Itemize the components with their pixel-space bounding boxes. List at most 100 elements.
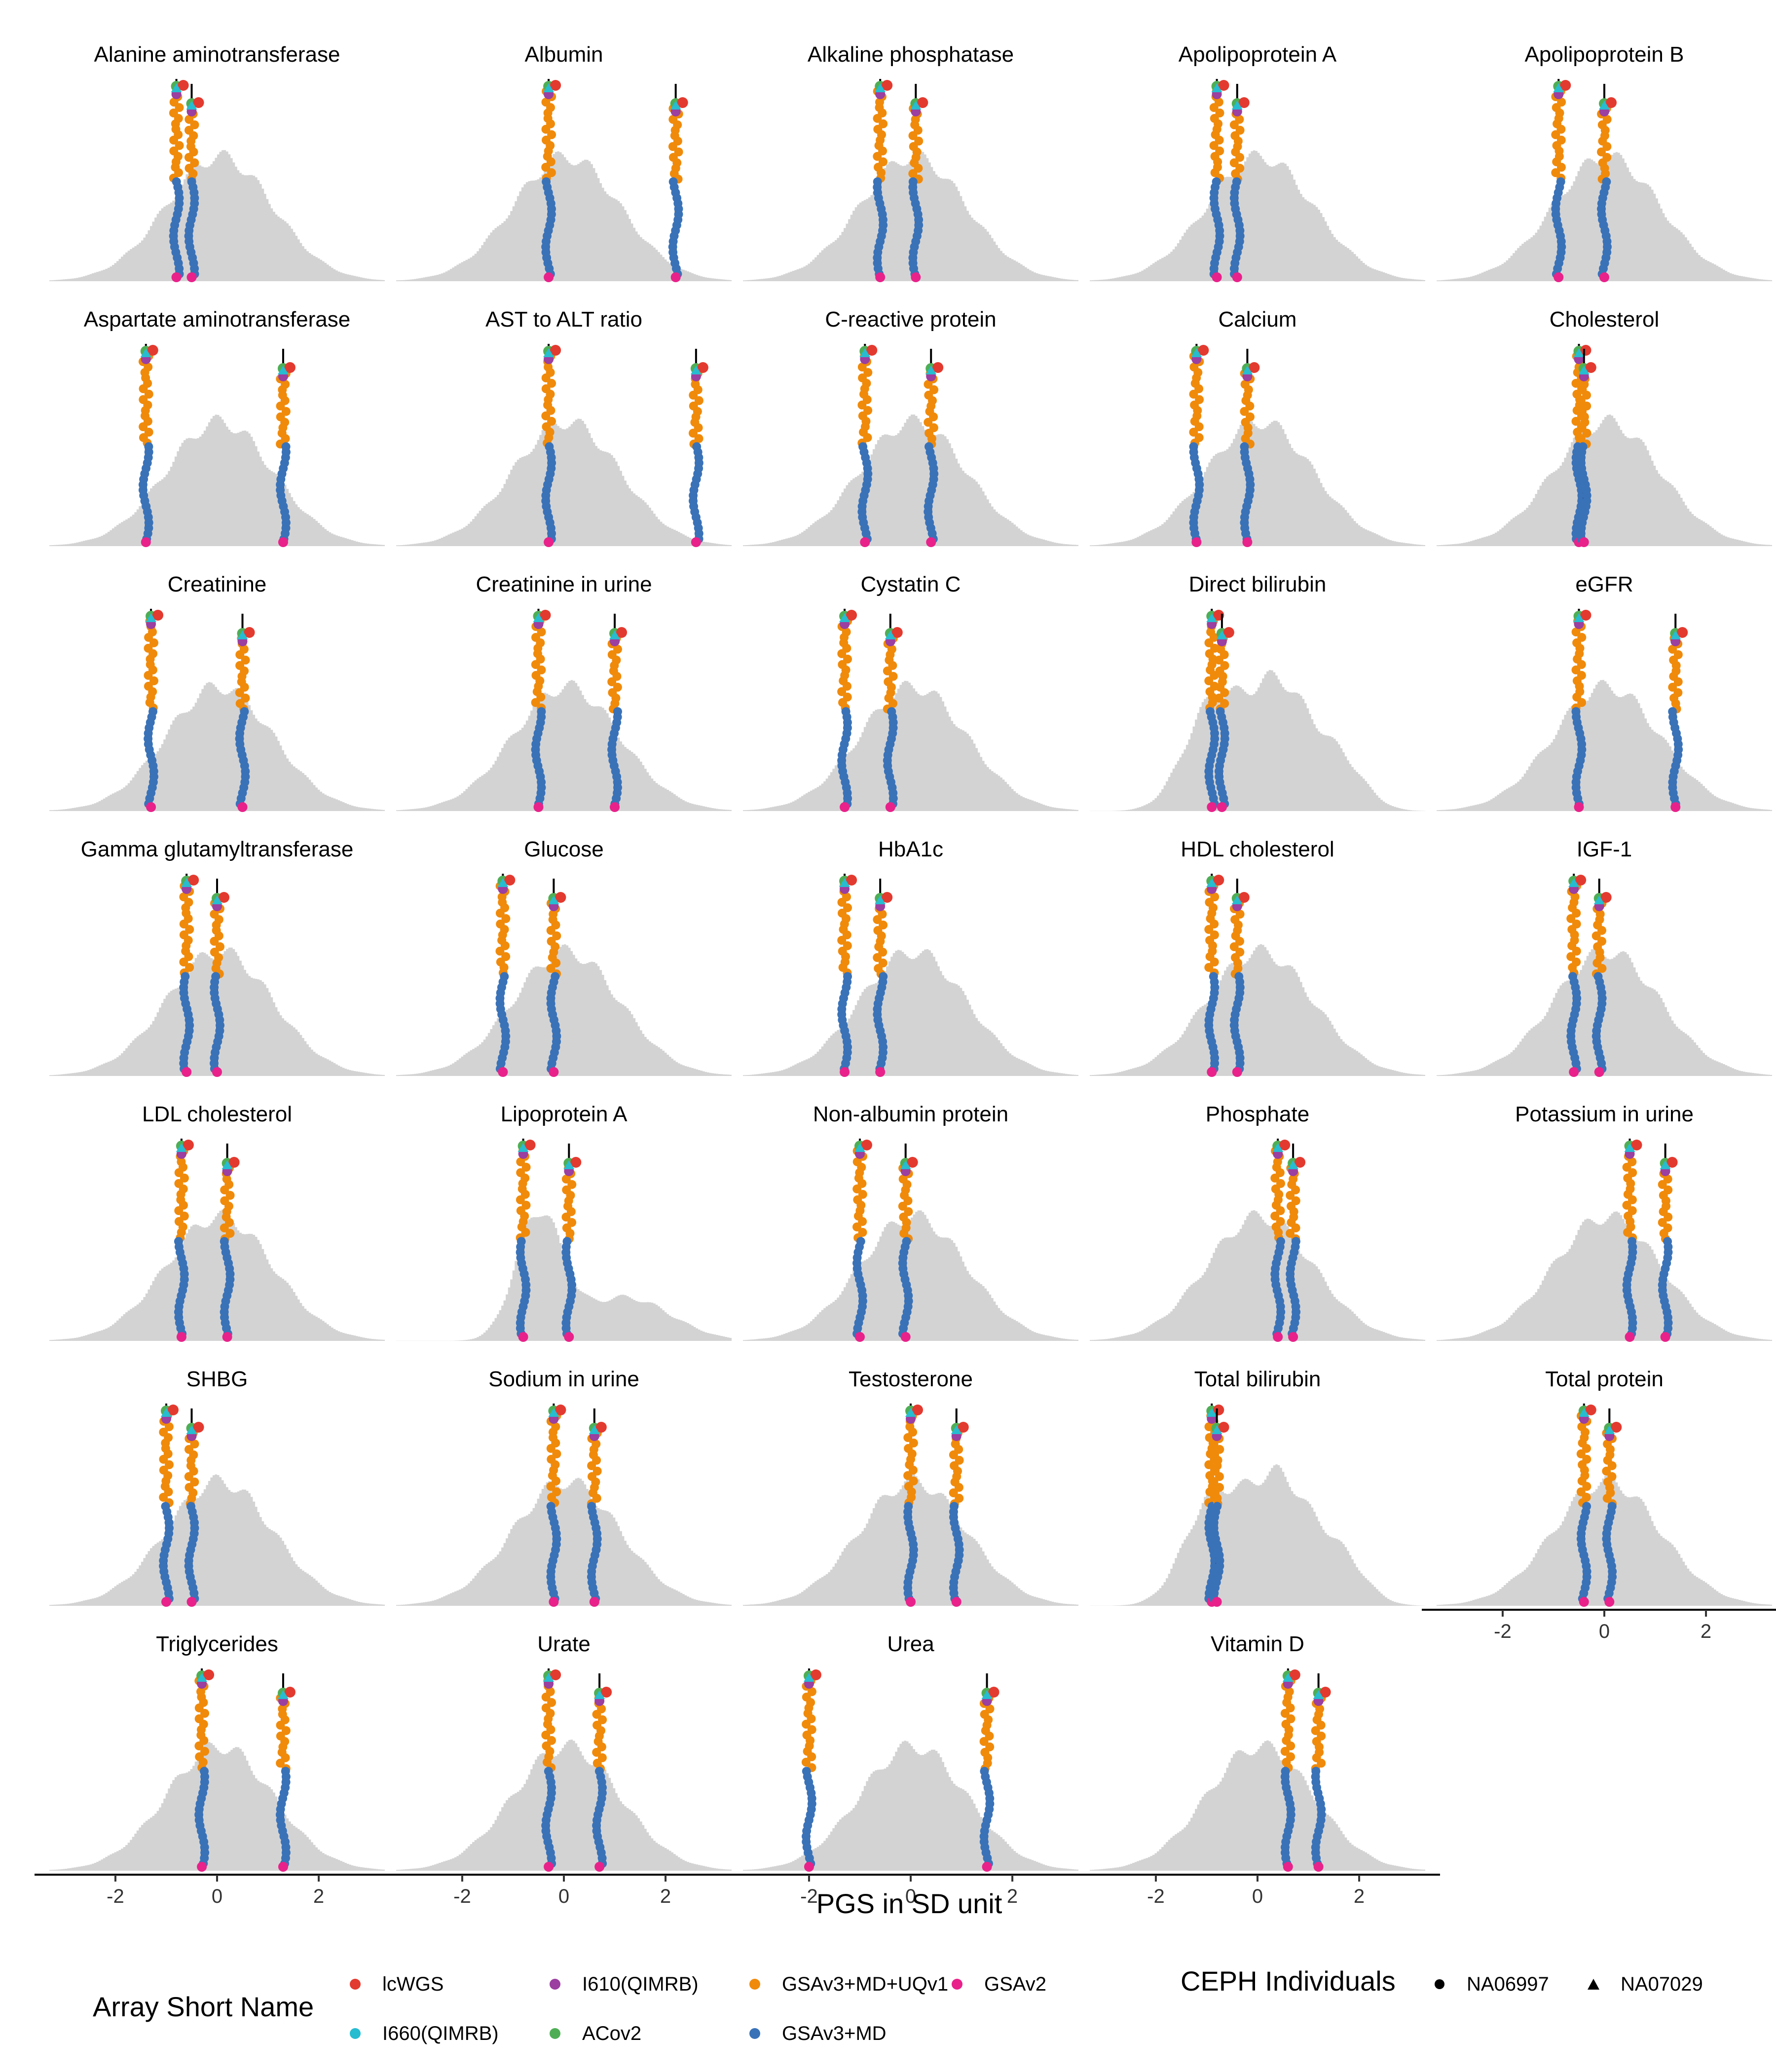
point-gsav3-md-uqv1 [837, 936, 847, 945]
point-lcwgs [677, 97, 688, 108]
point-i660 [518, 1143, 529, 1152]
point-gsav3-md-uqv1 [1204, 638, 1214, 647]
point-gsav3-md-uqv1 [144, 390, 153, 399]
panel-24: Potassium in urine [1437, 1102, 1772, 1342]
point-gsav2 [1594, 1067, 1604, 1077]
histogram [743, 681, 1078, 811]
panel-25: SHBG [49, 1367, 385, 1607]
point-gsav3-md-uqv1 [1209, 141, 1219, 150]
point-i660 [875, 83, 886, 92]
point-gsav3-md-uqv1 [1235, 153, 1245, 162]
point-gsav2 [1670, 802, 1681, 812]
x-tick-label: 2 [660, 1886, 671, 1907]
point-gsav3-md-uqv1 [516, 1157, 525, 1166]
point-gsav3-md-uqv1 [1215, 656, 1223, 665]
point-gsav2 [1212, 1597, 1222, 1607]
point-gsav2 [804, 1862, 814, 1872]
point-gsav3-md-uqv1 [929, 385, 939, 394]
panel-title: Urea [887, 1632, 934, 1656]
panel-1: Albumin [396, 42, 732, 282]
panel-title: Creatinine [168, 572, 267, 596]
panel-32: Urea -2 0 2 [728, 1632, 1093, 1907]
array-legend-item: GSAv3+MD [749, 2023, 887, 2044]
x-tick-label: 2 [1701, 1621, 1711, 1642]
point-i660 [1553, 83, 1564, 92]
point-gsav2 [1599, 272, 1609, 282]
histogram [1437, 414, 1772, 546]
point-gsav3-md-uqv1 [1270, 1174, 1280, 1183]
x-tick-label: 0 [212, 1886, 222, 1907]
point-gsav2 [911, 272, 921, 282]
point-gsav3-md-uqv1 [1572, 947, 1581, 956]
point-lcwgs [1295, 1157, 1306, 1168]
panel-title: Phosphate [1206, 1102, 1309, 1126]
point-i660 [1282, 1673, 1294, 1682]
point-i660 [670, 101, 681, 110]
point-gsav3-md-uqv1 [1189, 390, 1198, 399]
point-gsav3-md-uqv1 [929, 412, 938, 421]
x-tick-label: 0 [1599, 1621, 1610, 1642]
point-gsav3-md-uqv1 [1210, 892, 1220, 901]
point-gsav3-md-uqv1 [1591, 931, 1601, 940]
panel-title: Cholesterol [1550, 307, 1660, 332]
point-gsav3-md-uqv1 [235, 650, 245, 659]
histogram [396, 1215, 732, 1341]
histogram [396, 680, 732, 811]
legend-swatch [350, 1979, 361, 1990]
shape-legend-item: NA07029 [1588, 1973, 1703, 1995]
x-axis-title: PGS in SD unit [816, 1888, 1002, 1919]
point-gsav2 [1569, 1067, 1579, 1077]
point-gsav3-md-uqv1 [1189, 428, 1198, 437]
legend-swatch [749, 1979, 760, 1990]
histogram [1090, 418, 1425, 546]
point-gsav3-md-uqv1 [1220, 688, 1229, 697]
panel-29: Total protein -2 0 2 [1422, 1367, 1776, 1642]
point-gsav3-md-uqv1 [175, 103, 184, 112]
point-i660 [497, 878, 509, 887]
point-lcwgs [555, 892, 566, 903]
panel-title: HDL cholesterol [1181, 837, 1334, 861]
legend-label: I610(QIMRB) [582, 1973, 699, 1995]
point-gsav3-md-uqv1 [541, 373, 551, 382]
point-gsav2 [951, 1597, 962, 1607]
point-gsav3-md-uqv1 [1204, 925, 1214, 934]
point-i660 [176, 1143, 187, 1152]
point-gsav3-md-uqv1 [1194, 422, 1204, 431]
point-gsav3-md-uqv1 [1597, 926, 1606, 935]
histogram [743, 1210, 1078, 1341]
point-lcwgs [203, 1669, 215, 1680]
point-lcwgs [1320, 1687, 1331, 1698]
histogram [396, 418, 732, 546]
legend-shape-circle [1435, 1979, 1444, 1989]
panel-20: LDL cholesterol [49, 1102, 385, 1342]
point-i660 [196, 1673, 208, 1682]
point-i660 [160, 1408, 172, 1417]
point-gsav3-md-uqv1 [164, 1422, 174, 1431]
panel-12: Cystatin C [743, 572, 1078, 812]
point-gsav3-md-uqv1 [541, 125, 551, 134]
point-gsav3-md-uqv1 [165, 1460, 174, 1469]
point-gsav3-md-uqv1 [908, 131, 918, 140]
legend-swatch [550, 1979, 560, 1990]
x-tick-label: 2 [1007, 1886, 1018, 1907]
point-i660 [277, 1690, 289, 1699]
legend-swatch [952, 1979, 962, 1990]
point-gsav3-md-uqv1 [613, 645, 622, 654]
point-gsav3-md-uqv1 [852, 1222, 861, 1231]
point-i660 [1670, 630, 1681, 639]
panel-title: Triglycerides [156, 1632, 278, 1656]
point-gsav2 [982, 1862, 992, 1872]
point-i660 [543, 83, 555, 92]
point-gsav3-md-uqv1 [1571, 666, 1581, 674]
histogram [396, 1739, 732, 1871]
point-gsav3-md-uqv1 [276, 402, 285, 410]
point-gsav3-md-uqv1 [144, 633, 153, 642]
histogram [1090, 1464, 1425, 1606]
array-legend-item: I610(QIMRB) [550, 1973, 699, 1995]
point-i660 [181, 878, 192, 887]
point-gsav3-md-uqv1 [1209, 103, 1219, 112]
point-gsav2 [875, 1067, 886, 1077]
array-legend-items: lcWGS I660(QIMRB) I610(QIMRB) ACov2 GSAv3+MD… [350, 1973, 1046, 2044]
point-gsav3-md-uqv1 [220, 1223, 229, 1232]
histogram [49, 1742, 385, 1871]
